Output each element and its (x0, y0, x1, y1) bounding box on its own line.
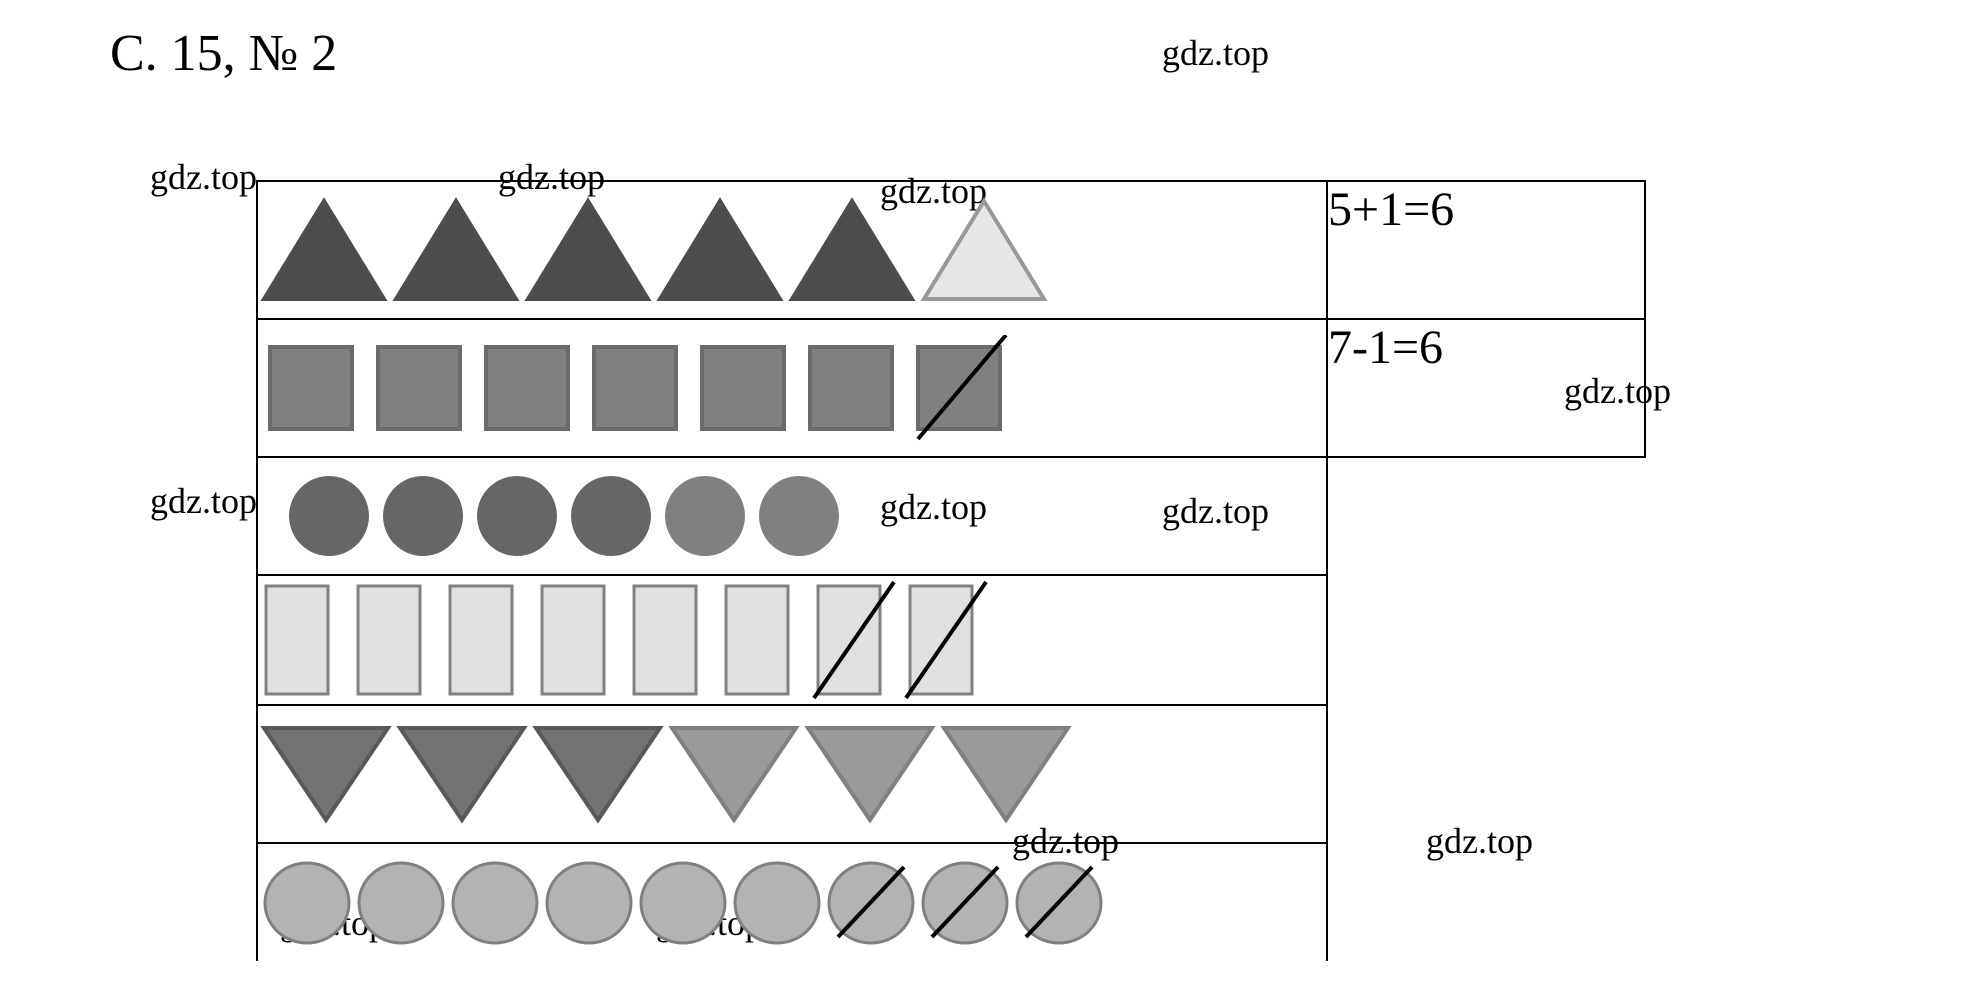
oval-shape (542, 857, 636, 949)
watermark-text: gdz.top (150, 480, 257, 522)
rect-shape (626, 578, 714, 702)
shape-row (258, 195, 1326, 305)
oval-shape (448, 857, 542, 949)
tri-down-shape (938, 722, 1074, 826)
square-shape (798, 335, 904, 441)
equation-text: 5+1=6 (1328, 183, 1454, 236)
oval-shape (636, 857, 730, 949)
shape-row (258, 857, 1326, 949)
circle-shape (376, 469, 470, 563)
square-shape (474, 335, 580, 441)
shapes-cell (257, 457, 1327, 575)
oval-shape (824, 857, 918, 949)
circle-shape (470, 469, 564, 563)
tri-up-shape (258, 195, 390, 305)
grid-row-squares: 7-1=6 (257, 319, 1645, 457)
rect-shape (350, 578, 438, 702)
watermark-text: gdz.top (150, 156, 257, 198)
oval-shape (260, 857, 354, 949)
shape-row (258, 469, 1326, 563)
rect-shape (810, 578, 898, 702)
square-shape (582, 335, 688, 441)
tri-down-shape (258, 722, 394, 826)
square-shape (906, 335, 1012, 441)
grid-row-ovals (257, 843, 1645, 961)
tri-up-shape (522, 195, 654, 305)
shape-row (258, 578, 1326, 702)
equation-cell: 5+1=6 (1327, 181, 1645, 319)
tri-down-shape (394, 722, 530, 826)
tri-up-shape (654, 195, 786, 305)
grid-row-rects (257, 575, 1645, 705)
circle-shape (752, 469, 846, 563)
tri-up-shape (390, 195, 522, 305)
shapes-cell (257, 181, 1327, 319)
circle-shape (564, 469, 658, 563)
tri-down-shape (802, 722, 938, 826)
oval-shape (354, 857, 448, 949)
shapes-cell (257, 843, 1327, 961)
shape-row (258, 722, 1326, 826)
shapes-cell (257, 575, 1327, 705)
shapes-cell (257, 319, 1327, 457)
rect-shape (258, 578, 346, 702)
page-title: С. 15, № 2 (110, 24, 337, 83)
tri-up-shape (786, 195, 918, 305)
grid-row-triangles: 5+1=6 (257, 181, 1645, 319)
circle-shape (658, 469, 752, 563)
worksheet-grid: 5+1=6 7-1=6 (256, 180, 1646, 961)
equation-cell: 7-1=6 (1327, 319, 1645, 457)
tri-down-shape (530, 722, 666, 826)
rect-shape (718, 578, 806, 702)
rect-shape (902, 578, 990, 702)
oval-shape (730, 857, 824, 949)
shape-row (258, 335, 1326, 441)
oval-shape (1012, 857, 1106, 949)
equation-text: 7-1=6 (1328, 321, 1443, 374)
circle-shape (282, 469, 376, 563)
tri-down-shape (666, 722, 802, 826)
rect-shape (442, 578, 530, 702)
square-shape (690, 335, 796, 441)
oval-shape (918, 857, 1012, 949)
rect-shape (534, 578, 622, 702)
tri-up-shape (918, 195, 1050, 305)
grid-row-down-triangles (257, 705, 1645, 843)
square-shape (258, 335, 364, 441)
grid-row-circles (257, 457, 1645, 575)
square-shape (366, 335, 472, 441)
shapes-cell (257, 705, 1327, 843)
watermark-text: gdz.top (1162, 32, 1269, 74)
